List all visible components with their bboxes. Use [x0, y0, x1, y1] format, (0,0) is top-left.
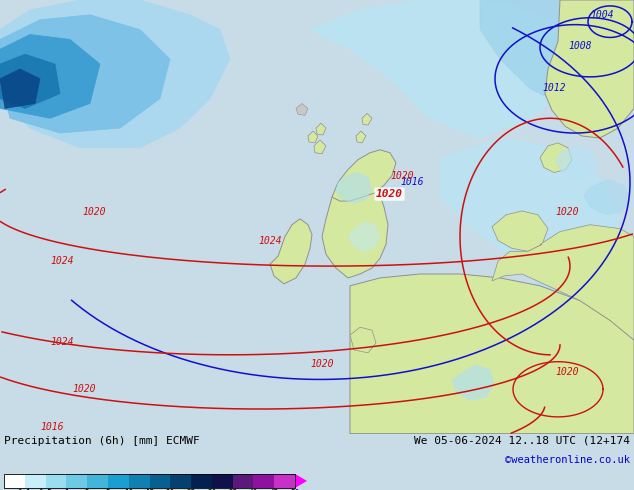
Polygon shape	[0, 54, 60, 108]
Polygon shape	[310, 0, 580, 138]
Text: 1012: 1012	[542, 83, 566, 93]
Bar	[87, 474, 108, 488]
Bar	[25, 474, 46, 488]
Polygon shape	[490, 276, 634, 434]
Polygon shape	[296, 103, 308, 115]
Text: 25: 25	[186, 489, 196, 490]
Text: ©weatheronline.co.uk: ©weatheronline.co.uk	[505, 455, 630, 465]
Polygon shape	[470, 369, 495, 394]
Text: 1004: 1004	[590, 10, 614, 20]
Text: 45: 45	[269, 489, 279, 490]
Text: 50: 50	[290, 489, 300, 490]
Polygon shape	[332, 150, 396, 201]
Text: 1020: 1020	[72, 384, 96, 394]
Polygon shape	[336, 172, 372, 203]
Polygon shape	[440, 138, 620, 276]
Bar	[150, 474, 171, 488]
Polygon shape	[348, 222, 380, 251]
Text: We 05-06-2024 12..18 UTC (12+174: We 05-06-2024 12..18 UTC (12+174	[414, 436, 630, 446]
Polygon shape	[492, 211, 548, 251]
Text: 40: 40	[249, 489, 258, 490]
Bar	[233, 474, 254, 488]
Text: 15: 15	[145, 489, 154, 490]
Text: 1024: 1024	[50, 337, 74, 347]
Bar	[212, 474, 233, 488]
Bar	[67, 474, 87, 488]
Text: 1020: 1020	[555, 367, 578, 376]
Polygon shape	[270, 219, 312, 284]
Text: 1016: 1016	[400, 177, 424, 187]
Polygon shape	[314, 140, 326, 154]
Polygon shape	[584, 179, 630, 215]
Bar	[171, 474, 191, 488]
Text: 35: 35	[228, 489, 237, 490]
Text: 1024: 1024	[50, 256, 74, 266]
Polygon shape	[0, 69, 40, 108]
Polygon shape	[452, 365, 494, 400]
Polygon shape	[0, 34, 100, 118]
Polygon shape	[420, 345, 530, 434]
Polygon shape	[492, 225, 634, 340]
Polygon shape	[362, 113, 372, 125]
Polygon shape	[556, 146, 598, 179]
Bar	[4, 474, 295, 488]
Polygon shape	[0, 0, 230, 148]
Bar	[4, 474, 25, 488]
Text: 1020: 1020	[310, 359, 333, 368]
Polygon shape	[430, 355, 460, 384]
Text: 1020: 1020	[376, 189, 403, 199]
Bar	[129, 474, 150, 488]
Polygon shape	[356, 131, 366, 143]
Polygon shape	[350, 327, 376, 353]
Text: 5: 5	[106, 489, 110, 490]
Text: 2: 2	[85, 489, 89, 490]
Text: 1024: 1024	[258, 236, 281, 246]
Text: 10: 10	[124, 489, 133, 490]
Polygon shape	[322, 170, 388, 278]
Polygon shape	[0, 15, 170, 133]
Polygon shape	[295, 474, 307, 488]
Bar	[254, 474, 275, 488]
Text: 30: 30	[207, 489, 216, 490]
Text: 20: 20	[165, 489, 175, 490]
Text: 1020: 1020	[82, 207, 105, 217]
Polygon shape	[545, 0, 634, 138]
Bar	[275, 474, 295, 488]
Text: 1016: 1016	[40, 422, 63, 432]
Text: 0.5: 0.5	[39, 489, 53, 490]
Polygon shape	[308, 131, 318, 143]
Text: 0.1: 0.1	[18, 489, 32, 490]
Polygon shape	[570, 0, 634, 64]
Polygon shape	[480, 0, 634, 108]
Text: 1020: 1020	[555, 207, 578, 217]
Bar	[191, 474, 212, 488]
Text: 1: 1	[64, 489, 68, 490]
Text: Precipitation (6h) [mm] ECMWF: Precipitation (6h) [mm] ECMWF	[4, 436, 200, 446]
Text: 1008: 1008	[568, 41, 592, 51]
Bar	[108, 474, 129, 488]
Bar	[46, 474, 67, 488]
Polygon shape	[316, 123, 326, 135]
Text: 1020: 1020	[390, 172, 413, 181]
Polygon shape	[540, 143, 572, 172]
Polygon shape	[350, 274, 634, 434]
